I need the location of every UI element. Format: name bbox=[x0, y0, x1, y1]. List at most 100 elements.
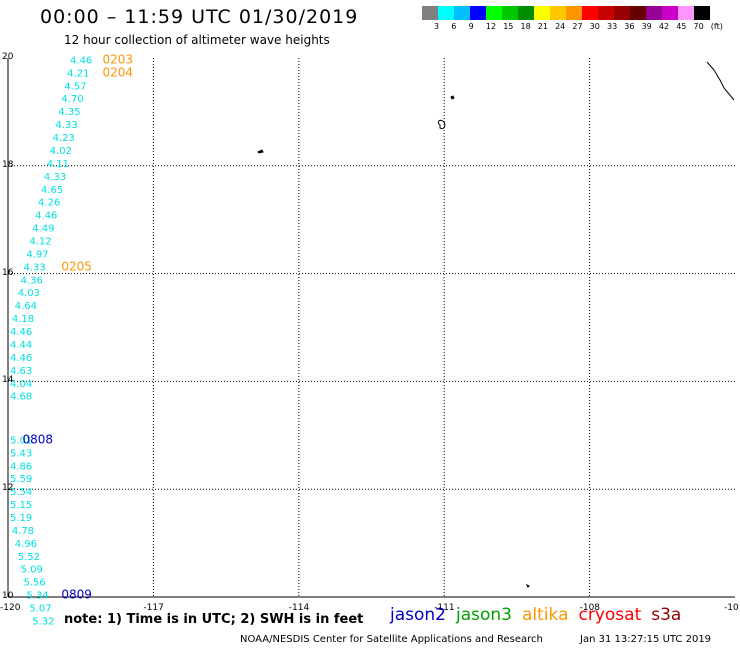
legend-label: 9 bbox=[468, 22, 474, 31]
wave-height-readings: 4.46 4.21 4.57 4.70 4.35 4.33 4.23 4.02 4.11 4.33… bbox=[10, 55, 92, 627]
wave-height-value: 4.49 bbox=[32, 224, 54, 235]
legend-label: 12 bbox=[485, 22, 497, 31]
wave-height-value: 4.57 bbox=[64, 81, 86, 92]
pass-time-label: 0808 bbox=[23, 432, 54, 446]
wave-height-value: 4.33 bbox=[24, 262, 46, 273]
wave-height-value: 4.97 bbox=[26, 249, 48, 260]
color-legend-labels: 3 6 9 12 15 18 21 24 27 30 33 36 39 42 45 70 (ft) bbox=[422, 22, 732, 34]
wave-height-value: 5.01 bbox=[10, 435, 32, 446]
legend-swatch bbox=[438, 6, 454, 20]
satellite-name: s3a bbox=[651, 605, 682, 625]
legend-swatch bbox=[582, 6, 598, 20]
legend-label: 18 bbox=[520, 22, 531, 31]
wave-height-value: 4.46 bbox=[70, 55, 92, 66]
wave-height-value: 4.21 bbox=[67, 68, 89, 79]
legend-label: 33 bbox=[607, 22, 618, 31]
legend-swatch bbox=[550, 6, 566, 20]
wave-height-value: 4.70 bbox=[61, 94, 83, 105]
legend-label: 21 bbox=[537, 22, 548, 31]
legend-swatch bbox=[694, 6, 710, 20]
coastline-segment bbox=[706, 61, 735, 101]
legend-label: 6 bbox=[451, 22, 457, 31]
wave-height-value: 4.46 bbox=[35, 211, 57, 222]
legend-label: 70 bbox=[693, 22, 704, 31]
pass-time-label: 0809 bbox=[61, 588, 92, 602]
wave-height-value: 5.56 bbox=[24, 578, 46, 589]
satellite-name: jason3 bbox=[456, 605, 512, 625]
wave-height-value: 5.09 bbox=[21, 565, 43, 576]
page-title: 00:00 – 11:59 UTC 01/30/2019 bbox=[40, 6, 359, 28]
satellite-legend: jason2 jason3 altika cryosat s3a bbox=[390, 605, 691, 625]
legend-label: 45 bbox=[676, 22, 687, 31]
satellite-name: jason2 bbox=[390, 605, 446, 625]
longitude-label: -120 bbox=[0, 603, 21, 613]
legend-swatch bbox=[518, 6, 534, 20]
legend-swatch bbox=[422, 6, 438, 20]
map-grid bbox=[7, 58, 735, 598]
legend-label: 42 bbox=[658, 22, 670, 31]
wave-height-value: 4.64 bbox=[15, 301, 37, 312]
pass-time-label: 0203 bbox=[103, 52, 134, 66]
island-clipperton bbox=[525, 583, 530, 588]
legend-swatch bbox=[534, 6, 550, 20]
coastline bbox=[257, 61, 735, 588]
pass-time-label: 0204 bbox=[103, 65, 134, 79]
longitude-label: -111 bbox=[434, 603, 455, 613]
legend-swatch bbox=[614, 6, 630, 20]
wave-height-value: 5.07 bbox=[29, 604, 51, 615]
legend-swatch bbox=[470, 6, 486, 20]
wave-height-value: 5.15 bbox=[10, 500, 32, 511]
legend-swatch bbox=[646, 6, 662, 20]
legend-swatch bbox=[678, 6, 694, 20]
wave-height-value: 5.19 bbox=[10, 513, 32, 524]
wave-height-value: 4.35 bbox=[58, 107, 80, 118]
legend-label: 3 bbox=[434, 22, 440, 31]
wave-height-value: 4.26 bbox=[38, 198, 60, 209]
wave-height-value: 4.96 bbox=[15, 539, 37, 550]
satellite-name: altika bbox=[522, 605, 569, 625]
wave-height-value: 4.36 bbox=[21, 275, 43, 286]
wave-height-value: 5.54 bbox=[10, 487, 32, 498]
legend-swatch bbox=[454, 6, 470, 20]
wave-height-value: 5.43 bbox=[10, 448, 32, 459]
color-legend bbox=[422, 6, 710, 20]
island-san-benedicto bbox=[450, 95, 455, 100]
latitude-label: 16 bbox=[2, 267, 14, 278]
legend-label: 24 bbox=[555, 22, 566, 31]
longitude-label: -10 bbox=[724, 603, 739, 613]
legend-swatch bbox=[502, 6, 518, 20]
wave-height-value: 4.65 bbox=[41, 185, 63, 196]
legend-label: 30 bbox=[589, 22, 600, 31]
legend-swatch bbox=[486, 6, 502, 20]
latitude-label: 10 bbox=[2, 591, 14, 601]
wave-height-value: 4.23 bbox=[53, 133, 75, 144]
wave-height-value: 4.03 bbox=[18, 288, 40, 299]
wave-height-value: 5.34 bbox=[26, 591, 48, 602]
wave-height-value: 4.86 bbox=[10, 461, 32, 472]
wave-height-value: 4.44 bbox=[10, 340, 32, 351]
legend-label: 36 bbox=[624, 22, 635, 31]
wave-height-value: 4.46 bbox=[10, 327, 32, 338]
wave-height-value: 4.78 bbox=[12, 526, 34, 537]
wave-height-value: 5.52 bbox=[18, 552, 40, 563]
wave-height-value: 4.12 bbox=[29, 236, 51, 247]
island-socorro bbox=[437, 119, 446, 129]
legend-label: 39 bbox=[641, 22, 652, 31]
wave-height-value: 4.33 bbox=[55, 120, 77, 131]
wave-height-value: 4.18 bbox=[12, 314, 34, 325]
created-time: Jan 31 13:27:15 UTC 2019 bbox=[580, 634, 712, 645]
legend-swatch bbox=[662, 6, 678, 20]
satellite-name: cryosat bbox=[578, 605, 642, 625]
wave-height-value: 4.46 bbox=[10, 353, 32, 364]
legend-label: 15 bbox=[503, 22, 514, 31]
latitude-label: 14 bbox=[2, 375, 14, 386]
wave-height-value: 4.68 bbox=[10, 392, 32, 403]
wave-height-value: 4.02 bbox=[50, 146, 72, 157]
longitude-label: -117 bbox=[143, 603, 164, 613]
latitude-label: 18 bbox=[2, 159, 14, 170]
latitude-label: 12 bbox=[2, 483, 14, 494]
wave-height-value: 5.32 bbox=[32, 616, 54, 627]
wave-height-value: 4.04 bbox=[10, 379, 32, 390]
